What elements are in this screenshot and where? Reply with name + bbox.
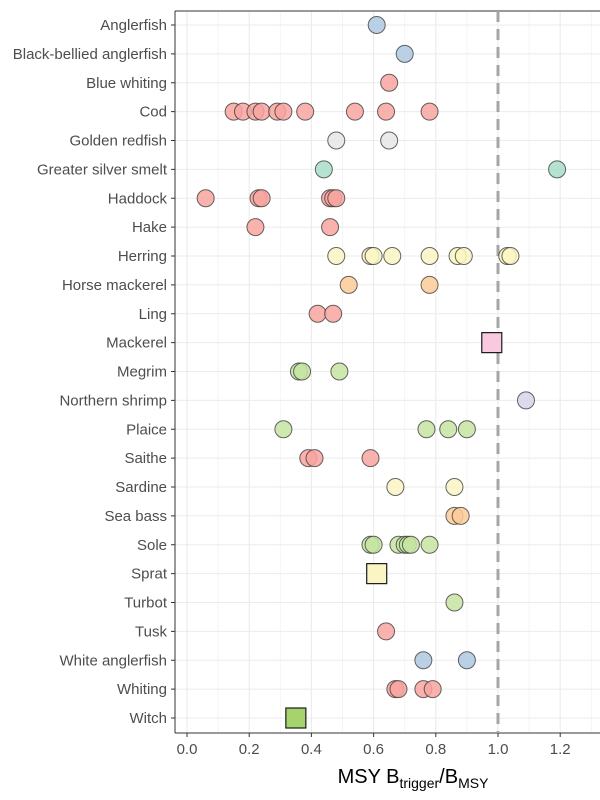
y-tick-label: Sea bass [104, 508, 167, 525]
point-circle [457, 651, 476, 670]
y-tick-label: Northern shrimp [59, 392, 167, 409]
y-tick-label: Mackerel [106, 335, 167, 352]
point-circle [377, 622, 396, 641]
y-tick-label: Saithe [124, 450, 167, 467]
y-tick-label: Sprat [131, 566, 168, 583]
point-circle [327, 189, 346, 208]
point-circle [252, 102, 271, 121]
point-circle [439, 420, 458, 439]
point-circle [395, 44, 414, 63]
point-circle [327, 131, 346, 150]
point-circle [252, 189, 271, 208]
point-circle [361, 449, 380, 468]
y-tick-label: Megrim [117, 364, 167, 381]
point-circle [364, 247, 383, 265]
point-circle [305, 449, 324, 468]
y-tick-label: Whiting [117, 681, 167, 698]
point-circle [293, 362, 312, 381]
point-circle [401, 535, 420, 554]
point-circle [389, 680, 408, 699]
y-tick-label: Sardine [115, 479, 167, 496]
point-circle [417, 420, 436, 439]
y-tick-label: White anglerfish [59, 652, 167, 669]
x-tick-label: 0.2 [239, 741, 260, 758]
point-circle [457, 420, 476, 439]
x-tick-label: 1.2 [550, 741, 571, 758]
y-tick-label: Cod [139, 104, 167, 121]
point-square [481, 332, 503, 354]
point-circle [274, 420, 293, 439]
point-circle [339, 275, 358, 294]
point-circle [380, 73, 399, 92]
x-tick-label: 0.4 [301, 741, 322, 758]
x-tick-label: 0.6 [363, 741, 384, 758]
point-circle [314, 160, 333, 179]
point-circle [420, 275, 439, 294]
point-circle [386, 478, 405, 496]
point-circle [445, 593, 464, 612]
x-axis-title-main: MSY B [338, 766, 400, 788]
x-axis-title-sub2: MSY [458, 775, 489, 791]
y-tick-label: Tusk [135, 623, 167, 640]
point-circle [383, 247, 402, 265]
point-circle [420, 535, 439, 554]
point-circle [445, 478, 464, 496]
point-circle [274, 102, 293, 121]
point-circle [296, 102, 315, 121]
point-circle [324, 304, 343, 323]
point-circle [377, 102, 396, 121]
point-circle [420, 102, 439, 121]
y-tick-label: Black-bellied anglerfish [13, 46, 167, 63]
x-axis-title-slash: /B [439, 766, 458, 788]
point-circle [330, 362, 349, 381]
point-circle [327, 247, 346, 265]
y-tick-label: Anglerfish [100, 17, 167, 34]
y-tick-label: Horse mackerel [62, 277, 167, 294]
x-tick-label: 1.0 [488, 741, 509, 758]
point-circle [380, 131, 399, 150]
y-tick-label: Greater silver smelt [37, 161, 168, 178]
y-tick-label: Turbot [124, 595, 168, 612]
point-circle [548, 160, 567, 179]
point-circle [423, 680, 442, 699]
point-circle [516, 391, 535, 410]
point-circle [420, 247, 439, 265]
point-circle [196, 189, 215, 208]
x-axis-title: MSY Btrigger/BMSY [338, 766, 489, 791]
y-tick-label: Ling [139, 306, 167, 323]
y-tick-label: Blue whiting [86, 75, 167, 92]
y-tick-label: Haddock [108, 190, 168, 207]
y-tick-label: Witch [130, 710, 168, 727]
y-tick-label: Golden redfish [69, 133, 167, 150]
point-circle [345, 102, 364, 121]
data-points [196, 16, 567, 729]
point-circle [364, 535, 383, 554]
point-circle [367, 16, 386, 34]
point-circle [414, 651, 433, 670]
grid-lines [174, 10, 600, 734]
point-square [366, 563, 388, 585]
x-tick-label: 0.8 [425, 741, 446, 758]
x-axis-title-sub1: trigger [399, 775, 439, 791]
y-tick-label: Hake [132, 219, 167, 236]
point-circle [246, 218, 265, 237]
y-axis: Anglerfish Black-bellied anglerfish Blue w… [13, 17, 175, 727]
y-tick-label: Sole [137, 537, 167, 554]
y-tick-label: Herring [118, 248, 167, 265]
x-tick-label: 0.0 [177, 741, 198, 758]
point-circle [308, 304, 327, 323]
y-tick-label: Plaice [126, 421, 167, 438]
point-circle [501, 247, 520, 265]
x-axis: 0.0 0.2 0.4 0.6 0.8 1.0 1.2 [177, 733, 571, 758]
point-circle [321, 218, 340, 237]
point-square [285, 707, 307, 729]
point-circle [451, 506, 470, 525]
point-circle [454, 247, 473, 265]
